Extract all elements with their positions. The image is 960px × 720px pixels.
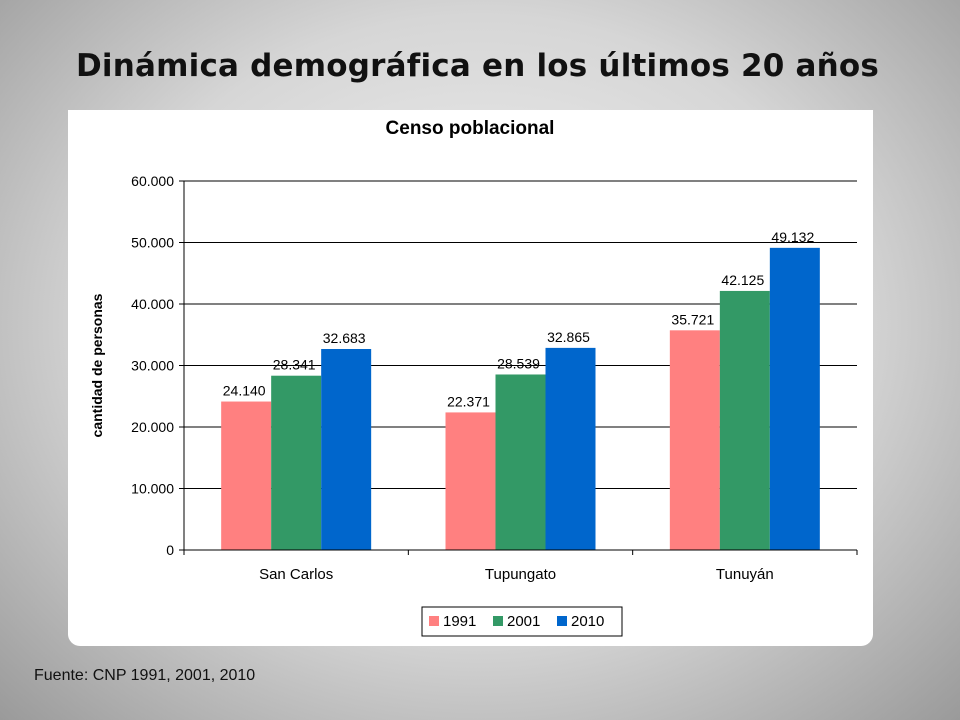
data-label-2010-2: 49.132 bbox=[771, 229, 814, 245]
data-label-2001-2: 42.125 bbox=[721, 272, 764, 288]
bar-2010-1 bbox=[545, 347, 596, 550]
bar-1991-2 bbox=[669, 330, 720, 550]
legend-swatch-2010 bbox=[557, 616, 567, 626]
x-tick-label-2: Tunuyán bbox=[716, 566, 774, 583]
legend-swatch-2001 bbox=[493, 616, 503, 626]
x-tick-label-1: Tupungato bbox=[485, 566, 556, 583]
legend-label-2001: 2001 bbox=[507, 613, 540, 630]
y-axis-label: cantidad de personas bbox=[89, 293, 105, 437]
bar-2001-1 bbox=[495, 374, 546, 550]
y-tick-label-6: 60.000 bbox=[131, 173, 174, 189]
y-tick-label-0: 0 bbox=[166, 542, 174, 558]
bar-2001-2 bbox=[719, 290, 770, 550]
bars: 24.140 28.341 32.683 22.371 28.539 32.865 35.7… bbox=[221, 229, 820, 550]
bar-2001-0 bbox=[271, 375, 322, 550]
data-label-1991-2: 35.721 bbox=[671, 311, 714, 327]
legend-swatch-1991 bbox=[429, 616, 439, 626]
source-note: Fuente: CNP 1991, 2001, 2010 bbox=[34, 667, 256, 684]
y-tick-label-4: 40.000 bbox=[131, 296, 174, 312]
legend: 1991 2001 2010 bbox=[421, 606, 623, 637]
slide-title: Dinámica demográfica en los últimos 20 a… bbox=[76, 48, 880, 84]
y-tick-label-1: 10.000 bbox=[131, 481, 174, 497]
data-label-2001-0: 28.341 bbox=[273, 357, 316, 373]
chart-panel: Censo poblacional cantidad de personas 2… bbox=[68, 110, 873, 646]
data-label-1991-0: 24.140 bbox=[223, 383, 266, 399]
bar-chart: Censo poblacional cantidad de personas 2… bbox=[89, 118, 858, 637]
y-tick-label-2: 20.000 bbox=[131, 419, 174, 435]
data-label-2001-1: 28.539 bbox=[497, 355, 540, 371]
bar-1991-1 bbox=[445, 412, 496, 550]
data-label-2010-0: 32.683 bbox=[323, 330, 366, 346]
bar-2010-2 bbox=[769, 247, 820, 550]
chart-title: Censo poblacional bbox=[386, 118, 555, 139]
y-tick-label-5: 50.000 bbox=[131, 235, 174, 251]
legend-box bbox=[421, 606, 623, 637]
axes: 0 10.000 20.000 30.000 40.000 50.000 60.000 San… bbox=[131, 173, 858, 583]
x-tick-label-0: San Carlos bbox=[259, 566, 333, 583]
legend-label-2010: 2010 bbox=[571, 613, 604, 630]
data-label-1991-1: 22.371 bbox=[447, 393, 490, 409]
bar-2010-0 bbox=[321, 348, 372, 550]
y-tick-label-3: 30.000 bbox=[131, 358, 174, 374]
legend-label-1991: 1991 bbox=[443, 613, 476, 630]
data-label-2010-1: 32.865 bbox=[547, 329, 590, 345]
bar-1991-0 bbox=[221, 401, 272, 550]
